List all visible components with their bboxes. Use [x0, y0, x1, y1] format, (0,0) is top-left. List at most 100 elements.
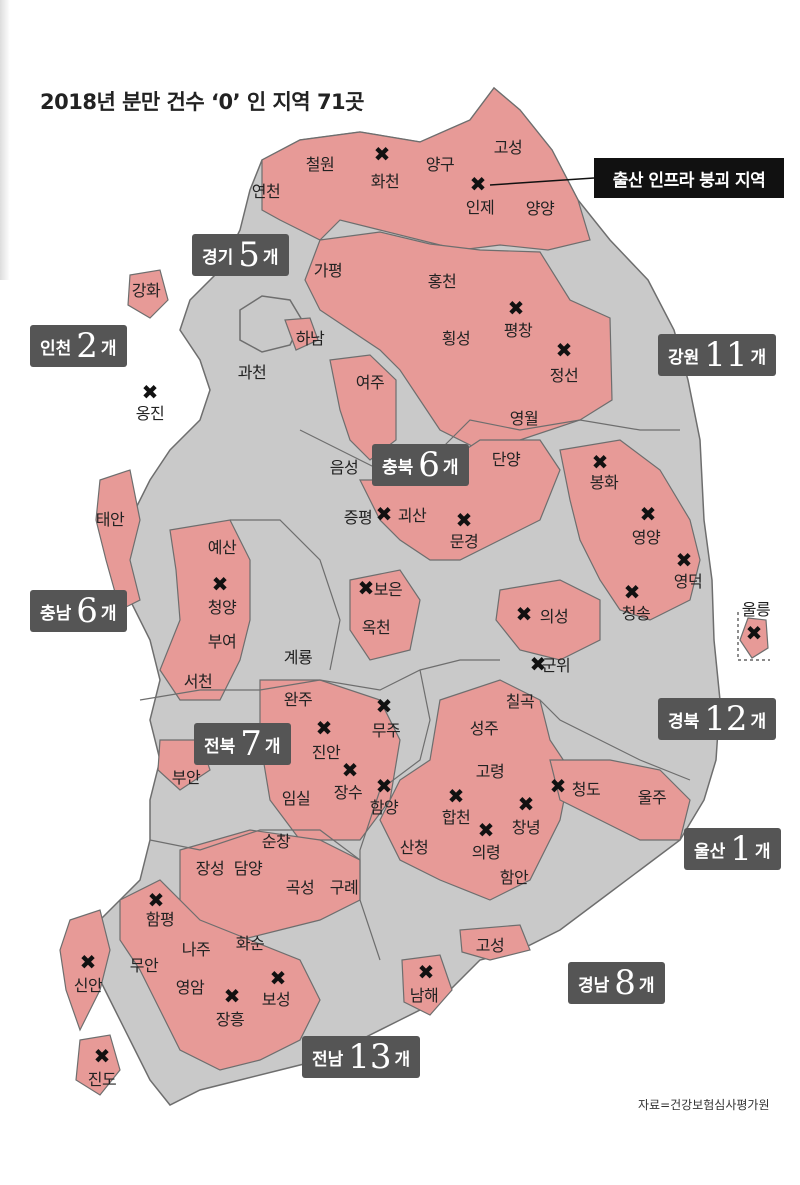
region-label: 태안 [95, 510, 125, 529]
region-label: 진안 [311, 743, 341, 762]
x-mark-icon: ✖ [375, 774, 393, 798]
x-mark-icon: ✖ [591, 450, 609, 474]
region-label: 여주 [355, 373, 385, 392]
chungnam-shape [159, 519, 251, 701]
badge-unit: 개 [754, 841, 771, 862]
region-label: 장수 [333, 783, 363, 802]
x-mark-icon: ✖ [147, 888, 165, 912]
badge-unit: 개 [638, 975, 655, 996]
region-label: 강화 [131, 281, 161, 300]
ulleung-dashed-box [737, 612, 770, 661]
region-label: 남해 [409, 986, 439, 1005]
badge-gyeongbuk: 경북 12 개 [658, 698, 777, 740]
region-label: 화천 [370, 172, 400, 191]
goseong-south-shape [459, 924, 531, 961]
x-mark-icon: ✖ [623, 580, 641, 604]
region-label: 화순 [235, 934, 265, 953]
chungbuk-shape [359, 439, 561, 561]
x-mark-icon: ✖ [141, 380, 159, 404]
x-mark-icon: ✖ [341, 758, 359, 782]
region-label: 부여 [207, 632, 237, 651]
region-label: 평창 [503, 321, 533, 340]
x-mark-icon: ✖ [507, 296, 525, 320]
region-label: 부안 [171, 768, 201, 787]
region-label: 의령 [471, 843, 501, 862]
x-mark-icon: ✖ [517, 792, 535, 816]
shinan-islands-shape [59, 909, 111, 1032]
region-label: 장흥 [215, 1010, 245, 1029]
region-label: 구례 [329, 878, 359, 897]
cheongdo-shape [549, 759, 691, 841]
x-mark-icon: ✖ [555, 338, 573, 362]
x-mark-icon: ✖ [639, 502, 657, 526]
badge-name: 울산 [694, 841, 726, 862]
x-mark-icon: ✖ [515, 602, 533, 626]
region-label: 나주 [181, 940, 211, 959]
x-mark-icon: ✖ [745, 621, 763, 645]
badge-count: 8 [614, 963, 636, 1003]
region-label: 하남 [295, 329, 325, 348]
x-mark-icon: ✖ [417, 960, 435, 984]
x-mark-icon: ✖ [315, 716, 333, 740]
x-mark-icon: ✖ [469, 172, 487, 196]
badge-count: 7 [240, 724, 262, 764]
region-label: 고성 [475, 936, 505, 955]
x-mark-icon: ✖ [549, 774, 567, 798]
badge-unit: 개 [394, 1049, 411, 1070]
region-label: 단양 [491, 450, 521, 469]
region-label: 함양 [369, 798, 399, 817]
badge-name: 충남 [40, 603, 72, 624]
gangwon-north-shape [261, 87, 591, 251]
region-label: 보은 [373, 580, 403, 599]
region-label: 가평 [313, 261, 343, 280]
region-label: 계룡 [283, 648, 313, 667]
region-label: 영양 [631, 528, 661, 547]
gyeongbuk-north-shape [559, 439, 701, 621]
region-label: 예산 [207, 538, 237, 557]
region-label: 담양 [233, 859, 263, 878]
region-label: 울주 [637, 788, 667, 807]
region-label: 군위 [541, 656, 571, 675]
region-label: 순창 [261, 832, 291, 851]
jeonnam-south-shape [119, 879, 321, 1071]
badge-chungnam: 충남 6 개 [30, 590, 127, 632]
badge-count: 1 [730, 829, 752, 869]
region-label: 홍천 [427, 272, 457, 291]
region-label: 정선 [549, 366, 579, 385]
ganghwa-shape [127, 269, 169, 319]
affected-regions [59, 87, 769, 1096]
region-label: 양양 [525, 199, 555, 218]
jindo-shape [75, 1034, 121, 1096]
province-borders [139, 419, 691, 961]
map-title: 2018년 분만 건수 ‘0’ 인 지역 71곳 [40, 90, 364, 114]
x-mark-icon: ✖ [357, 576, 375, 600]
region-label: 연천 [251, 182, 281, 201]
badge-jeonbuk: 전북 7 개 [194, 723, 291, 765]
region-label: 봉화 [589, 473, 619, 492]
region-label: 합천 [441, 808, 471, 827]
badge-name: 경기 [202, 247, 234, 268]
x-mark-icon: ✖ [477, 818, 495, 842]
badge-jeonnam: 전남 13 개 [302, 1036, 421, 1078]
region-label: 의성 [539, 607, 569, 626]
badge-name: 충북 [382, 457, 414, 478]
region-label: 과천 [237, 363, 267, 382]
region-label: 청송 [621, 604, 651, 623]
region-label: 고성 [493, 138, 523, 157]
region-label: 서천 [183, 672, 213, 691]
region-label: 장성 [195, 859, 225, 878]
badge-incheon: 인천 2 개 [30, 325, 127, 367]
badge-count: 6 [418, 445, 440, 485]
badge-name: 경남 [578, 975, 610, 996]
badge-name: 인천 [40, 338, 72, 359]
badge-name: 전남 [312, 1049, 344, 1070]
badge-name: 강원 [668, 347, 700, 368]
badge-count: 11 [704, 335, 748, 375]
region-label: 고령 [475, 762, 505, 781]
region-label: 보성 [261, 990, 291, 1009]
page-edge-shadow [0, 0, 10, 280]
region-label: 완주 [283, 690, 313, 709]
badge-count: 13 [348, 1037, 392, 1077]
region-label: 문경 [449, 532, 479, 551]
